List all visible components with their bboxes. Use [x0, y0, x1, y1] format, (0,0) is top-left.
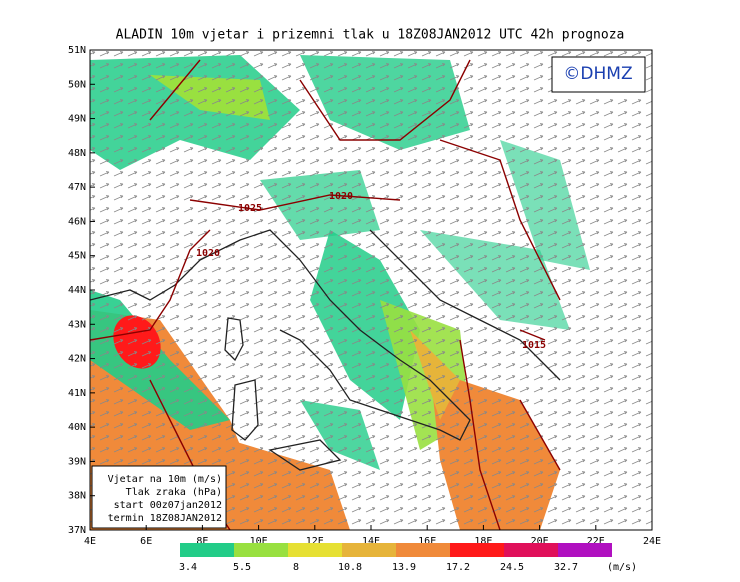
legend-box: [91, 465, 227, 529]
colorbar-box: [450, 543, 504, 557]
lon-label: 14E: [362, 536, 380, 547]
lat-label: 41N: [68, 388, 86, 399]
lon-label: 4E: [84, 536, 96, 547]
lat-label: 46N: [68, 216, 86, 227]
overlay: 51N 50N 49N 48N 47N 46N 45N 44N 43N 42N 41N 40N 39N 3…: [68, 45, 661, 573]
colorbar-box: [396, 543, 450, 557]
map-field: [90, 50, 652, 530]
lon-label: 16E: [418, 536, 436, 547]
lat-label: 47N: [68, 182, 86, 193]
map-title: ALADIN 10m vjetar i prizemni tlak u 18Z0…: [116, 28, 625, 43]
lon-label: 24E: [643, 536, 661, 547]
lon-label: 12E: [306, 536, 324, 547]
lon-label: 8E: [196, 536, 208, 547]
colorbar-box: [234, 543, 288, 557]
lat-label: 51N: [68, 45, 86, 56]
colorbar-label: 10.8: [338, 562, 362, 573]
lat-label: 42N: [68, 354, 86, 365]
isobar-label: 1015: [522, 340, 546, 351]
colorbar-label: 8: [293, 562, 299, 573]
lat-label: 40N: [68, 422, 86, 433]
lat-label: 49N: [68, 114, 86, 125]
colorbar-unit: (m/s): [607, 562, 637, 573]
lon-label: 22E: [587, 536, 605, 547]
lat-label: 50N: [68, 79, 86, 90]
colorbar-box: [504, 543, 558, 557]
colorbar-label: 24.5: [500, 562, 524, 573]
lon-label: 18E: [474, 536, 492, 547]
colorbar-box: [288, 543, 342, 557]
lat-label: 37N: [68, 525, 86, 536]
legend-line: termin 18Z08JAN2012: [108, 513, 222, 524]
legend-line: Tlak zraka (hPa): [126, 487, 222, 498]
logo-box: [551, 56, 646, 93]
lat-label: 38N: [68, 491, 86, 502]
colorbar-label: 13.9: [392, 562, 416, 573]
logo: ©DHMZ: [563, 64, 632, 84]
colorbar-label: 5.5: [233, 562, 251, 573]
colorbar-label: 17.2: [446, 562, 470, 573]
legend-line: start 00z07jan2012: [114, 500, 222, 511]
lat-label: 43N: [68, 319, 86, 330]
colorbar-box: [558, 543, 612, 557]
lon-label: 20E: [531, 536, 549, 547]
colorbar-label: 3.4: [179, 562, 197, 573]
lat-label: 44N: [68, 285, 86, 296]
colorbar-box: [180, 543, 234, 557]
isobar-label: 1025: [238, 203, 262, 214]
lon-label: 10E: [250, 536, 268, 547]
isobar-label: 1020: [329, 191, 353, 202]
legend-line: Vjetar na 10m (m/s): [108, 474, 222, 485]
colorbar-box: [342, 543, 396, 557]
isobar-label: 1020: [196, 248, 220, 259]
lat-label: 39N: [68, 456, 86, 467]
lat-label: 45N: [68, 251, 86, 262]
lon-label: 6E: [140, 536, 152, 547]
lat-label: 48N: [68, 148, 86, 159]
colorbar-label: 32.7: [554, 562, 578, 573]
